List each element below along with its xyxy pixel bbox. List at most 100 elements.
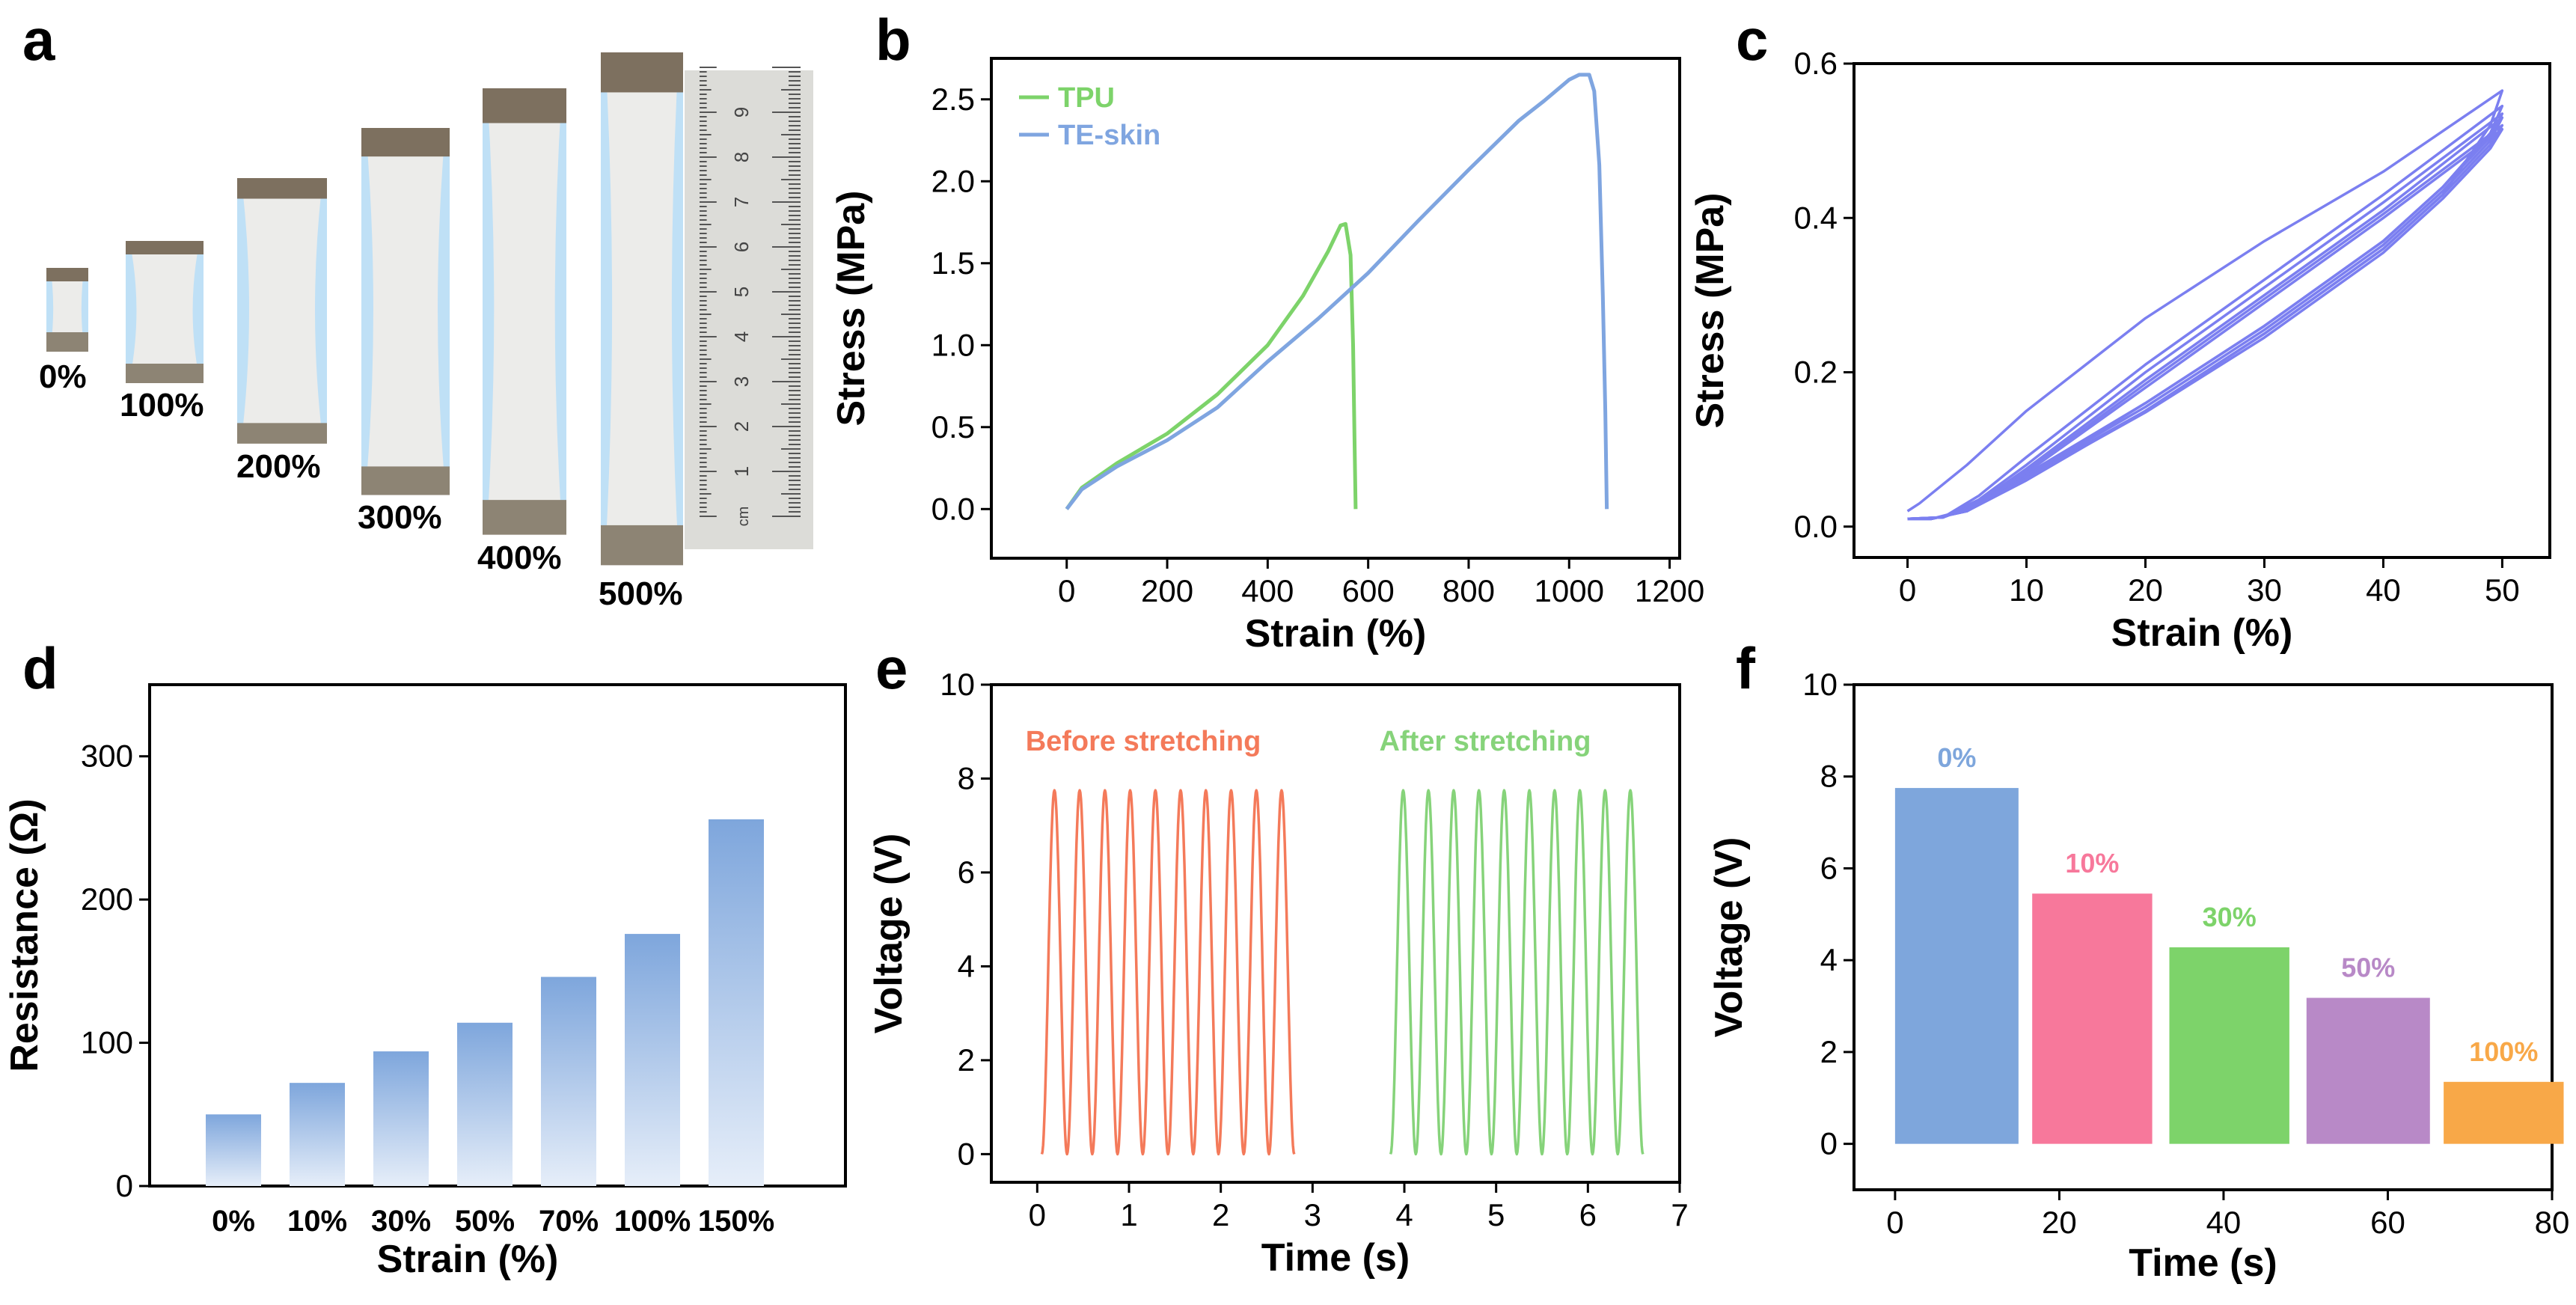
strain-label: 200% xyxy=(236,448,321,485)
x-tick-label: 20 xyxy=(2128,572,2163,608)
upper-clamp xyxy=(601,52,683,93)
sample-strip xyxy=(242,181,322,438)
y-tick-label: 6 xyxy=(958,855,975,890)
ruler-number: 1 xyxy=(730,466,753,477)
strain-label: 100% xyxy=(120,387,204,424)
x-tick-label: 1 xyxy=(1120,1197,1137,1232)
x-tick-label: 7 xyxy=(1671,1197,1688,1232)
bar-50% xyxy=(457,1022,513,1186)
sample-0%: 0% xyxy=(39,268,88,395)
x-tick-label: 800 xyxy=(1443,573,1495,608)
y-tick-label: 4 xyxy=(958,948,975,983)
cycle-loop-1 xyxy=(1906,89,2504,521)
y-tick-label: 0.5 xyxy=(931,409,975,444)
cycle-loop-2 xyxy=(1907,104,2504,521)
x-tick-label: 80 xyxy=(2535,1205,2570,1240)
panel-letter-b: b xyxy=(875,7,911,73)
y-axis-label: Voltage (V) xyxy=(867,834,911,1034)
y-tick-label: 2.0 xyxy=(931,163,975,198)
x-axis-label: Time (s) xyxy=(2129,1241,2277,1285)
x-tick-label: 1000 xyxy=(1535,573,1604,608)
sample-strip xyxy=(487,91,562,526)
x-tick-label: 200 xyxy=(1141,573,1193,608)
bar-10% xyxy=(2032,893,2153,1144)
lower-clamp xyxy=(483,500,566,535)
bar-value-label: 30% xyxy=(2203,902,2257,932)
lower-clamp xyxy=(601,525,683,566)
x-axis-label: Time (s) xyxy=(1261,1236,1410,1280)
upper-clamp xyxy=(126,241,204,254)
y-tick-label: 300 xyxy=(81,739,133,774)
bar-value-label: 50% xyxy=(2341,953,2395,983)
ruler-number: 8 xyxy=(730,152,753,162)
cyclic-loading-chart: 0 10 20 30 40 50 0.0 0.2 0.4 0.6 Strain (%) Stress … xyxy=(1689,46,2551,655)
strain-label: 300% xyxy=(358,499,442,536)
x-tick-label: 5 xyxy=(1487,1197,1505,1232)
ruler-number: 7 xyxy=(730,197,753,207)
x-tick-label: 30 xyxy=(2247,572,2282,608)
sample-strip xyxy=(51,271,84,346)
y-axis-label: Voltage (V) xyxy=(1707,837,1751,1038)
bar-value-label: 100% xyxy=(2469,1036,2538,1067)
cycle-loop-3 xyxy=(1907,112,2504,521)
x-tick-label: 3 xyxy=(1304,1197,1321,1232)
sample-strip xyxy=(130,244,199,377)
y-tick-label: 2 xyxy=(958,1042,975,1078)
upper-clamp xyxy=(237,178,327,199)
x-tick-label: 50 xyxy=(2485,572,2520,608)
x-tick-label: 20 xyxy=(2042,1205,2077,1240)
category-label: 50% xyxy=(455,1205,515,1238)
panel-letter-f: f xyxy=(1736,635,1756,701)
voltage-bar-chart: 0 20 40 60 80 0 2 4 6 8 10 Time (s) Voltage (V) 0% 10%… xyxy=(1707,667,2569,1285)
y-tick-label: 200 xyxy=(81,881,133,917)
x-tick-label: 2 xyxy=(1212,1197,1229,1232)
x-tick-label: 60 xyxy=(2370,1205,2405,1240)
panel-letter-e: e xyxy=(875,635,908,701)
voltage-time-chart: 0 1 2 3 4 5 6 7 0 2 4 6 8 10 Time (s) Voltage (V) Before… xyxy=(867,667,1689,1280)
x-tick-label: 4 xyxy=(1395,1197,1413,1232)
strain-label: 0% xyxy=(39,358,87,395)
sample-strip xyxy=(605,55,679,555)
y-tick-label: 0.0 xyxy=(931,491,975,526)
category-label: 100% xyxy=(614,1205,691,1238)
x-tick-label: 600 xyxy=(1342,573,1395,608)
voltage-trace-before-stretching xyxy=(1040,789,1296,1156)
x-tick-label: 0 xyxy=(1029,1197,1046,1232)
y-tick-label: 8 xyxy=(958,760,975,795)
sample-300%: 300% xyxy=(358,128,450,536)
cycle-loop-6 xyxy=(1907,127,2504,521)
stress-strain-chart: 0 200 400 600 800 1000 1200 0.0 0.5 1.0 1.5 2.0 2.5 S… xyxy=(830,57,1704,655)
bar-50% xyxy=(2306,997,2430,1144)
panel-letter-a: a xyxy=(22,7,55,73)
sample-400%: 400% xyxy=(477,88,566,576)
series-line-TPU xyxy=(1065,221,1358,510)
x-tick-label: 1200 xyxy=(1635,573,1704,608)
bar-10% xyxy=(290,1083,345,1186)
y-tick-label: 2.5 xyxy=(931,82,975,117)
x-tick-label: 0 xyxy=(1899,572,1916,608)
y-tick-label: 8 xyxy=(1820,759,1838,794)
cycle-loop-4 xyxy=(1907,116,2504,521)
plot-frame xyxy=(1853,683,2554,1191)
x-axis-label: Strain (%) xyxy=(377,1238,559,1281)
bar-30% xyxy=(373,1051,429,1186)
upper-clamp xyxy=(483,88,566,123)
bar-100% xyxy=(625,934,680,1186)
sample-100%: 100% xyxy=(120,241,204,424)
ruler-number: 3 xyxy=(730,376,753,387)
y-tick-label: 6 xyxy=(1820,850,1838,885)
category-label: 150% xyxy=(698,1205,774,1238)
legend-label: TPU xyxy=(1058,82,1115,114)
panel-letter-d: d xyxy=(22,635,58,701)
lower-clamp xyxy=(237,423,327,444)
plot-frame xyxy=(990,57,1681,560)
y-tick-label: 1.0 xyxy=(931,327,975,362)
bar-0% xyxy=(206,1114,261,1186)
y-axis-label: Stress (MPa) xyxy=(830,191,873,427)
voltage-trace-after-stretching xyxy=(1389,789,1645,1156)
upper-clamp xyxy=(361,128,450,157)
stretch-photo-panel: 0% 100% 200% 300% 400% 500% 1 2 3 4 5 6 7 8 9 cm xyxy=(39,52,813,612)
ruler-unit: cm xyxy=(735,507,752,527)
category-label: 30% xyxy=(371,1205,431,1238)
sample-200%: 200% xyxy=(236,178,327,485)
